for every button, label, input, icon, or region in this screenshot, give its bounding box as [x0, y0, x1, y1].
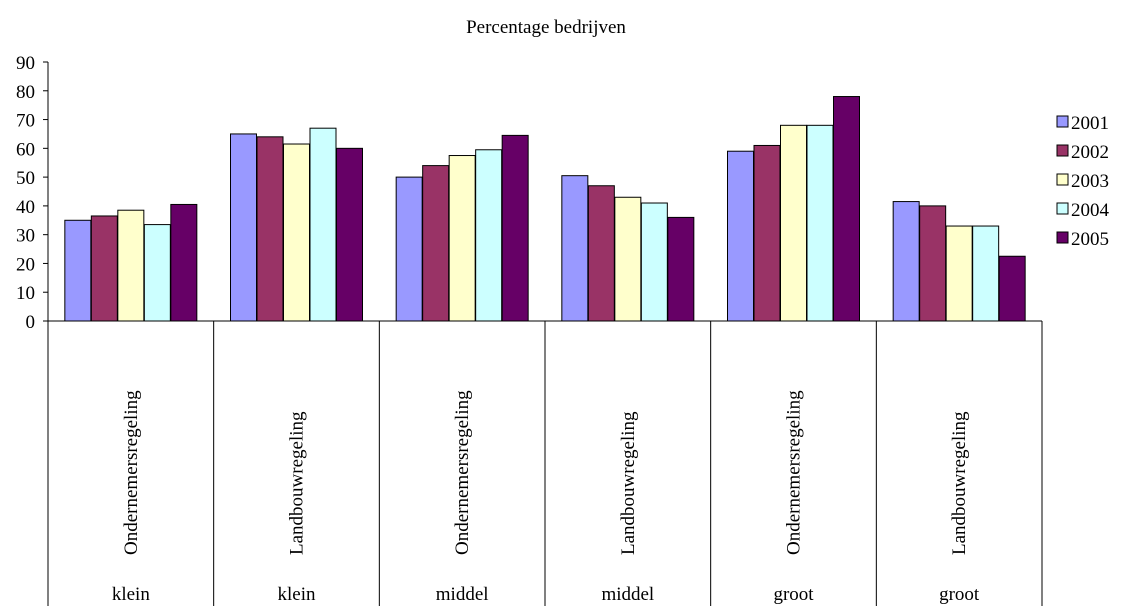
bar [64, 219, 92, 322]
bar [422, 165, 450, 322]
x-axis: Ondernemersregeling klein Landbouwregeling… [48, 320, 1043, 606]
bar [448, 155, 476, 322]
bar [998, 255, 1026, 322]
y-tick-label: 70 [16, 111, 35, 132]
bar [780, 124, 807, 322]
legend-label: 2003 [1071, 171, 1109, 192]
bar [501, 134, 529, 322]
y-tick-label: 60 [16, 139, 35, 160]
legend-label: 2002 [1071, 142, 1109, 163]
bar [395, 176, 423, 322]
y-tick-label: 90 [16, 53, 35, 74]
y-tick-label: 50 [16, 168, 35, 189]
y-tick-label: 0 [26, 312, 36, 333]
x-tick-label-grootte: klein [112, 584, 150, 605]
bar [753, 144, 781, 322]
legend: 2001 2002 2003 2004 2005 [1056, 113, 1110, 250]
x-tick-label-grootte: groot [773, 584, 814, 605]
bar [806, 124, 834, 322]
bar [833, 96, 860, 322]
bar [587, 185, 615, 322]
x-tick-label-regeling: Ondernemersregeling [452, 390, 473, 555]
legend-swatch [1056, 144, 1069, 157]
bar [230, 133, 257, 322]
bar [561, 175, 589, 322]
y-axis: 0 10 20 30 40 50 60 70 80 90 [16, 53, 49, 606]
bar [283, 143, 310, 322]
bar [892, 201, 920, 322]
legend-swatch [1056, 202, 1069, 215]
y-tick-label: 40 [16, 197, 35, 218]
x-tick-label-regeling: Ondernemersregeling [121, 390, 142, 555]
bar [336, 147, 363, 322]
x-tick-label-regeling: Landbouwregeling [287, 411, 308, 555]
chart-title: Percentage bedrijven [466, 17, 626, 38]
y-tick-label: 10 [16, 283, 35, 304]
x-tick-label-regeling: Ondernemersregeling [784, 390, 805, 555]
x-tick-label-grootte: middel [601, 584, 654, 605]
bar [727, 150, 754, 322]
bar [256, 136, 284, 322]
bar [117, 209, 145, 322]
legend-label: 2001 [1071, 113, 1109, 134]
x-tick-label-grootte: klein [278, 584, 316, 605]
x-tick-label-regeling: Landbouwregeling [618, 411, 639, 555]
bar [475, 149, 503, 322]
bar [667, 216, 695, 322]
y-tick-label: 20 [16, 254, 35, 275]
bar [143, 224, 171, 322]
bar [614, 196, 642, 322]
legend-swatch [1056, 173, 1069, 186]
bars [64, 96, 1026, 322]
bar [640, 202, 668, 322]
x-tick-label-grootte: middel [436, 584, 489, 605]
x-tick-label-regeling: Landbouwregeling [949, 411, 970, 555]
y-tick-label: 30 [16, 226, 35, 247]
legend-label: 2005 [1071, 229, 1109, 250]
x-tick-label-grootte: groot [939, 584, 980, 605]
bar [90, 215, 118, 322]
y-tick-label: 80 [16, 82, 35, 103]
bar [170, 203, 198, 322]
bar [945, 225, 973, 322]
bar [919, 205, 947, 322]
bar [309, 127, 337, 322]
bar [972, 225, 1000, 322]
legend-swatch [1056, 115, 1069, 128]
legend-swatch [1056, 231, 1069, 244]
legend-label: 2004 [1071, 200, 1110, 221]
